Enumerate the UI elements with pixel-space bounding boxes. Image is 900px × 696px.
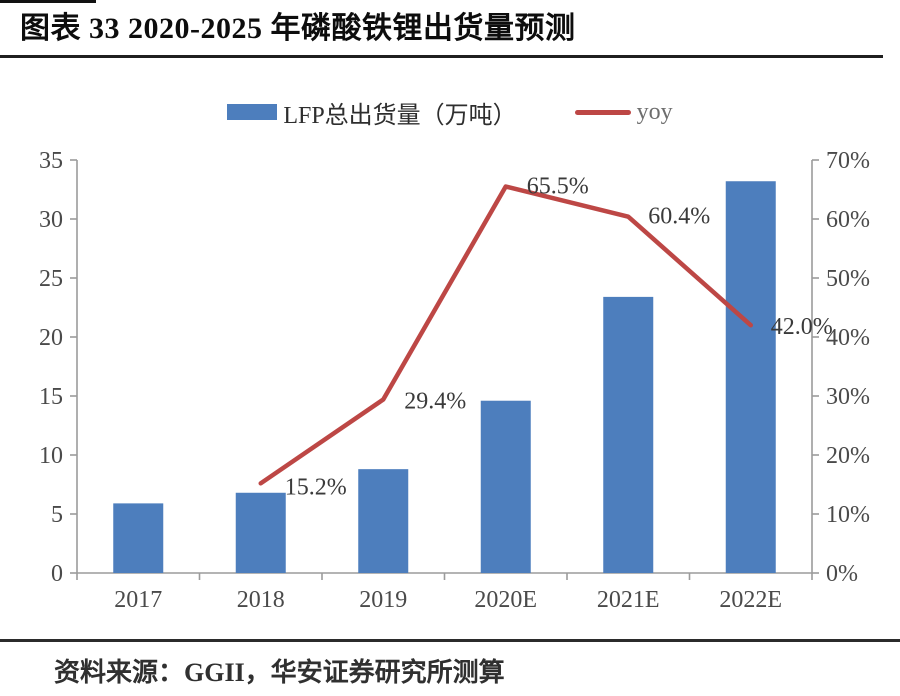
legend-item-yoy-line: yoy [574, 98, 673, 126]
svg-text:42.0%: 42.0% [771, 314, 833, 340]
svg-text:10: 10 [39, 443, 63, 469]
svg-text:2022E: 2022E [719, 587, 782, 613]
svg-text:2021E: 2021E [597, 587, 660, 613]
svg-text:15.2%: 15.2% [285, 474, 347, 500]
svg-text:20: 20 [39, 325, 63, 351]
legend-item-lfp-bars: LFP总出货量（万吨） [227, 95, 517, 130]
line-series-swatch [574, 109, 631, 115]
svg-text:60%: 60% [826, 207, 870, 233]
svg-text:2020E: 2020E [474, 587, 537, 613]
bar-series-swatch [227, 104, 278, 120]
svg-text:30: 30 [39, 207, 63, 233]
svg-text:65.5%: 65.5% [527, 174, 589, 200]
svg-text:40%: 40% [826, 325, 870, 351]
svg-text:2019: 2019 [359, 587, 407, 613]
svg-text:0: 0 [51, 561, 63, 587]
svg-text:10%: 10% [826, 502, 870, 528]
footer-divider-rule [0, 639, 900, 642]
svg-text:0%: 0% [826, 561, 858, 587]
svg-text:2017: 2017 [114, 587, 162, 613]
svg-text:60.4%: 60.4% [648, 204, 710, 230]
title-underline-rule [0, 55, 883, 58]
svg-text:50%: 50% [826, 266, 870, 292]
svg-text:70%: 70% [826, 148, 870, 174]
svg-text:2018: 2018 [237, 587, 285, 613]
chart-legend: LFP总出货量（万吨） yoy [0, 94, 900, 130]
svg-text:5: 5 [51, 502, 63, 528]
svg-text:20%: 20% [826, 443, 870, 469]
svg-text:30%: 30% [826, 384, 870, 410]
svg-text:35: 35 [39, 148, 63, 174]
figure-title: 图表 33 2020-2025 年磷酸铁锂出货量预测 [20, 12, 576, 45]
svg-text:25: 25 [39, 266, 63, 292]
line-series-label: yoy [636, 98, 673, 125]
svg-text:15: 15 [39, 384, 63, 410]
bar-series-label: LFP总出货量（万吨） [283, 102, 517, 129]
source-note: 资料来源：GGII，华安证券研究所测算 [54, 658, 505, 687]
top-edge-artifact-line [0, 0, 96, 3]
svg-text:29.4%: 29.4% [404, 389, 466, 415]
combo-chart-canvas: 0 5 10 15 20 25 30 35 0% 10% 20% 30% 40% 50% 60% 70% 201… [39, 148, 870, 613]
